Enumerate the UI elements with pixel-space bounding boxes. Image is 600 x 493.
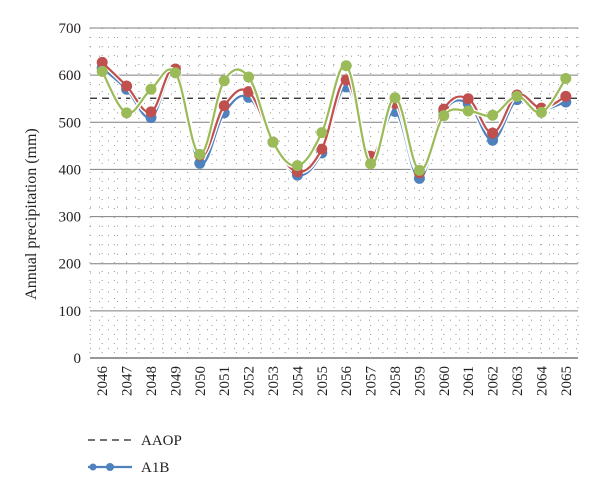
- legend-a1b-marker: [89, 463, 97, 471]
- data-point: [291, 160, 303, 172]
- data-point: [316, 143, 328, 155]
- x-tick-label: 2063: [510, 366, 526, 396]
- x-tick-label: 2058: [388, 366, 404, 396]
- x-tick-label: 2065: [559, 366, 575, 396]
- data-point: [316, 127, 328, 139]
- series-3: [96, 60, 572, 176]
- data-point: [145, 106, 157, 118]
- x-tick-label: 2050: [193, 366, 209, 396]
- data-point: [243, 71, 255, 83]
- data-point: [487, 127, 499, 139]
- data-point: [462, 105, 474, 117]
- data-point: [340, 60, 352, 72]
- x-tick-label: 2051: [217, 366, 233, 396]
- data-point: [121, 80, 133, 92]
- data-point: [194, 148, 206, 160]
- y-axis-label: Annual precipitation (mm): [23, 128, 40, 300]
- x-tick-label: 2049: [168, 366, 184, 396]
- legend: AAOP A1B: [88, 433, 182, 476]
- data-point: [218, 75, 230, 87]
- data-point: [413, 164, 425, 176]
- data-point: [243, 86, 255, 98]
- x-tick-label: 2054: [290, 366, 306, 397]
- x-tick-label: 2047: [120, 366, 136, 397]
- x-tick-label: 2053: [266, 366, 282, 396]
- data-point: [487, 109, 499, 121]
- x-tick-label: 2052: [242, 366, 258, 396]
- data-point: [194, 157, 206, 169]
- data-point: [462, 93, 474, 105]
- data-point: [267, 136, 279, 148]
- y-tick-label: 300: [59, 210, 82, 226]
- legend-aaop-label: AAOP: [141, 433, 182, 449]
- x-tick-label: 2062: [486, 366, 502, 396]
- data-point: [218, 100, 230, 112]
- y-tick-label: 0: [74, 351, 82, 367]
- data-point: [96, 65, 108, 77]
- x-tick-label: 2059: [412, 366, 428, 396]
- data-point: [560, 90, 572, 102]
- data-point: [145, 83, 157, 95]
- legend-a1b-label: A1B: [141, 460, 169, 476]
- data-point: [438, 110, 450, 122]
- y-tick-labels: 0 100 200 300 400 500 600 700: [59, 21, 82, 367]
- data-point: [169, 67, 181, 79]
- data-point: [121, 107, 133, 119]
- y-tick-label: 500: [59, 115, 82, 131]
- data-point: [389, 92, 401, 104]
- y-tick-label: 600: [59, 68, 82, 84]
- data-point: [535, 106, 547, 118]
- series-line: [101, 64, 567, 172]
- x-tick-label: 2048: [144, 366, 160, 396]
- y-tick-label: 400: [59, 162, 82, 178]
- y-tick-label: 100: [59, 304, 82, 320]
- x-tick-labels: 2046 2047 2048 2049 2050 2051 2052 2053 2054 2055…: [95, 366, 575, 397]
- x-tick-label: 2061: [461, 366, 477, 396]
- legend-a1b-marker: [106, 463, 114, 471]
- series-group: [96, 56, 572, 184]
- x-tick-label: 2056: [339, 366, 355, 397]
- x-tick-label: 2057: [364, 366, 380, 397]
- y-tick-label: 700: [59, 21, 82, 37]
- data-point: [365, 158, 377, 170]
- x-tick-label: 2055: [315, 366, 331, 396]
- x-tick-label: 2064: [534, 366, 550, 397]
- x-tick-label: 2046: [95, 366, 111, 397]
- y-tick-label: 200: [59, 257, 82, 273]
- data-point: [511, 90, 523, 102]
- x-tick-label: 2060: [437, 366, 453, 396]
- data-point: [96, 56, 108, 68]
- data-point: [560, 72, 572, 84]
